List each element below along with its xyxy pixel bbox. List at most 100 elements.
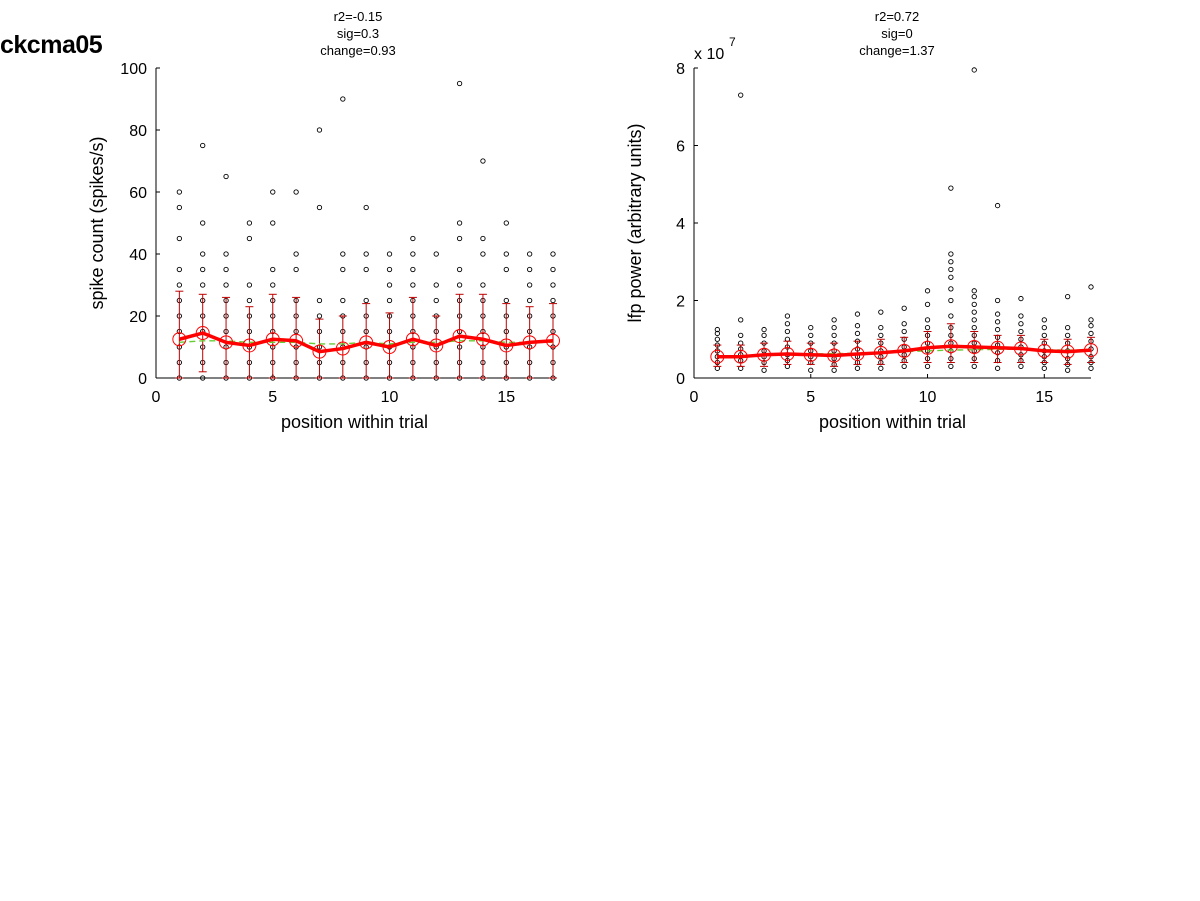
data-point <box>363 251 369 257</box>
data-point <box>854 323 861 329</box>
data-point <box>270 266 276 273</box>
mean-marker <box>990 340 1005 355</box>
data-point <box>223 251 229 257</box>
data-point <box>714 330 721 337</box>
data-point <box>550 282 556 288</box>
data-point <box>316 204 323 211</box>
mean-marker <box>733 349 748 364</box>
data-point <box>1018 328 1024 335</box>
data-point <box>971 67 977 73</box>
data-point <box>550 251 556 257</box>
data-point <box>948 251 954 257</box>
mean-marker <box>1013 341 1028 356</box>
data-point <box>994 311 1001 317</box>
data-point <box>200 266 206 273</box>
data-point <box>831 367 837 373</box>
data-point <box>831 332 837 339</box>
data-point <box>1041 324 1047 331</box>
data-point <box>761 326 767 333</box>
data-point <box>808 332 814 339</box>
data-point <box>293 189 299 195</box>
data-point <box>971 363 977 370</box>
data-point <box>761 367 767 373</box>
data-point <box>456 235 463 242</box>
data-point <box>854 330 861 337</box>
data-point <box>1018 295 1024 302</box>
data-point <box>1088 330 1094 337</box>
data-point <box>223 173 229 180</box>
data-point <box>1018 321 1024 327</box>
data-point <box>1018 363 1024 370</box>
stat-label: r2=-0.15 <box>334 9 383 24</box>
data-point <box>948 274 954 280</box>
data-point <box>831 317 837 323</box>
mean-marker <box>522 335 537 350</box>
data-point <box>971 288 977 294</box>
data-point <box>386 266 393 273</box>
x-axis-label: position within trial <box>281 412 428 432</box>
data-point <box>948 259 954 265</box>
x-axis-label: position within trial <box>819 412 966 432</box>
mean-marker <box>850 346 865 361</box>
data-point <box>340 297 346 304</box>
data-point <box>738 92 744 98</box>
stat-label: sig=0 <box>881 26 912 41</box>
data-point <box>948 313 954 319</box>
data-point <box>433 251 439 257</box>
data-point <box>410 266 416 273</box>
data-point <box>901 328 907 335</box>
y-tick-label: 6 <box>676 139 685 156</box>
data-point <box>901 363 907 370</box>
x-tick-label: 10 <box>919 389 937 406</box>
data-point <box>340 96 346 102</box>
data-point <box>176 282 183 288</box>
x-tick-label: 15 <box>1035 389 1053 406</box>
page-title: ckcma05 <box>0 31 103 59</box>
x-tick-label: 5 <box>806 389 815 406</box>
data-point <box>1041 365 1047 371</box>
stat-label: r2=0.72 <box>875 9 919 24</box>
data-point <box>971 317 977 323</box>
data-point <box>738 317 744 323</box>
data-point <box>246 220 253 226</box>
data-point <box>456 220 463 226</box>
data-point <box>176 235 183 242</box>
mean-marker <box>827 348 842 363</box>
y-axis-label: lfp power (arbitrary units) <box>625 123 645 322</box>
data-point <box>784 328 791 335</box>
data-point <box>550 266 556 273</box>
mean-marker <box>546 333 560 348</box>
data-point <box>176 266 183 273</box>
mean-marker <box>780 346 795 361</box>
data-point <box>363 204 369 211</box>
spike-count-plot: r2=-0.15 sig=0.3 change=0.93 0 5 10 15 0 20 40 60 8… <box>87 9 560 432</box>
data-point <box>1088 284 1094 290</box>
mean-marker <box>219 335 234 350</box>
data-point <box>503 297 509 304</box>
data-point <box>246 235 253 242</box>
data-point <box>246 282 253 288</box>
data-point <box>526 297 533 304</box>
data-point <box>386 251 393 257</box>
mean-marker <box>1084 343 1098 358</box>
y-tick-label: 80 <box>129 123 147 140</box>
data-point <box>176 204 183 211</box>
mean-marker <box>1037 343 1052 358</box>
data-point <box>784 313 791 319</box>
data-point <box>971 293 977 300</box>
y-tick-label: 4 <box>676 216 685 233</box>
data-point <box>200 142 206 149</box>
data-point <box>526 251 533 257</box>
data-point <box>948 266 954 273</box>
data-point <box>808 324 814 331</box>
mean-marker <box>289 333 304 348</box>
x-tick-label: 0 <box>690 389 699 406</box>
mean-marker <box>943 339 958 354</box>
data-point <box>784 321 791 327</box>
data-point <box>386 297 393 304</box>
data-point <box>386 282 393 288</box>
data-point <box>1041 317 1047 323</box>
mean-marker <box>499 338 514 353</box>
data-point <box>550 297 556 304</box>
